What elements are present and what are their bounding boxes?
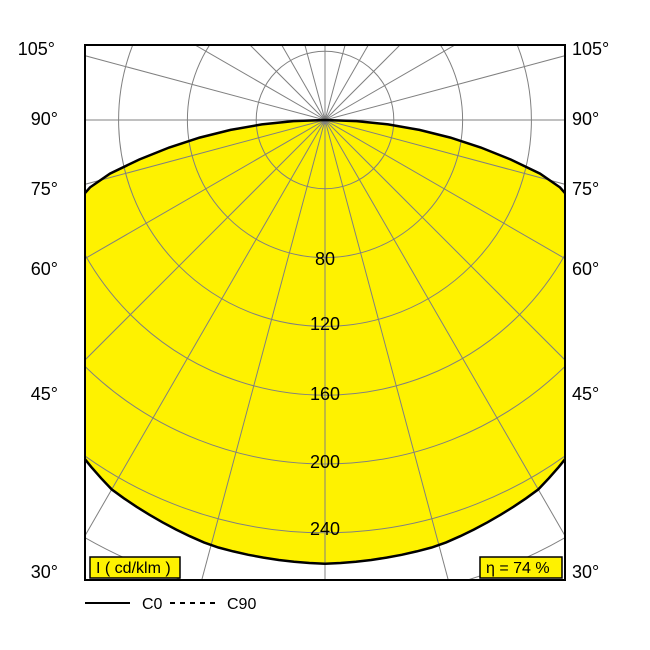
efficiency-label: η = 74 % <box>486 560 550 577</box>
angle-label-right: 60° <box>572 259 599 279</box>
intensity-label: 160 <box>310 384 340 404</box>
angle-label-right: 90° <box>572 109 599 129</box>
angle-label-right: 45° <box>572 384 599 404</box>
polar-chart: I ( cd/klm ) η = 74 % 105° 90° 75° 60° 45° 30° 1… <box>0 0 650 650</box>
angle-label-left: 105° <box>18 39 55 59</box>
intensity-label: 80 <box>315 249 335 269</box>
angle-label-right: 105° <box>572 39 609 59</box>
angle-label-left: 45° <box>31 384 58 404</box>
intensity-label: 120 <box>310 314 340 334</box>
intensity-label: 200 <box>310 452 340 472</box>
angle-label-right: 30° <box>572 562 599 582</box>
angle-label-left: 60° <box>31 259 58 279</box>
intensity-label: 240 <box>310 519 340 539</box>
angle-label-left: 30° <box>31 562 58 582</box>
angle-label-right: 75° <box>572 179 599 199</box>
legend-c90-label: C90 <box>227 596 256 613</box>
unit-label: I ( cd/klm ) <box>96 560 171 577</box>
angle-label-left: 75° <box>31 179 58 199</box>
angle-label-left: 90° <box>31 109 58 129</box>
legend-c0-label: C0 <box>142 596 163 613</box>
